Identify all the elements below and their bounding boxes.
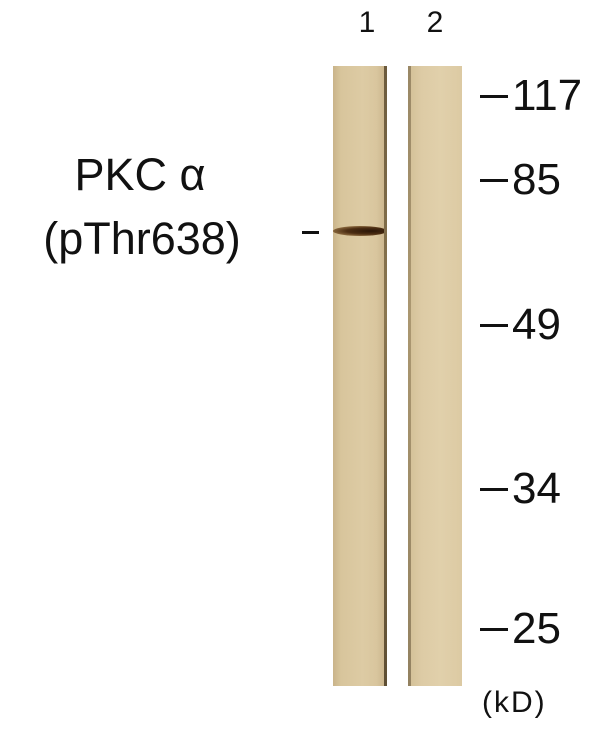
- marker-label: 85: [512, 155, 561, 204]
- blot-lane-2: [408, 66, 462, 686]
- marker-tick: [480, 94, 508, 98]
- protein-band: [333, 226, 387, 236]
- marker-tick: [480, 323, 508, 327]
- marker-85: 85: [480, 156, 561, 204]
- lane-number-1: 1: [358, 6, 376, 39]
- marker-34: 34: [480, 465, 561, 513]
- band-pointer-dash: [302, 231, 319, 234]
- unit-label: (kD): [482, 686, 547, 719]
- marker-label: 25: [512, 604, 561, 653]
- marker-label: 49: [512, 300, 561, 349]
- protein-label-name: PKC α: [74, 149, 206, 200]
- marker-label: 117: [512, 71, 583, 120]
- marker-tick: [480, 178, 508, 182]
- protein-label-site: (pThr638): [43, 213, 241, 264]
- marker-label: 34: [512, 464, 561, 513]
- lane-edge: [408, 66, 411, 686]
- lane-edge: [384, 66, 387, 686]
- marker-tick: [480, 627, 508, 631]
- marker-117: 117: [480, 72, 582, 120]
- marker-tick: [480, 487, 508, 491]
- marker-49: 49: [480, 301, 561, 349]
- blot-lane-1: [333, 66, 387, 686]
- lane-number-2: 2: [426, 6, 444, 39]
- marker-25: 25: [480, 605, 561, 653]
